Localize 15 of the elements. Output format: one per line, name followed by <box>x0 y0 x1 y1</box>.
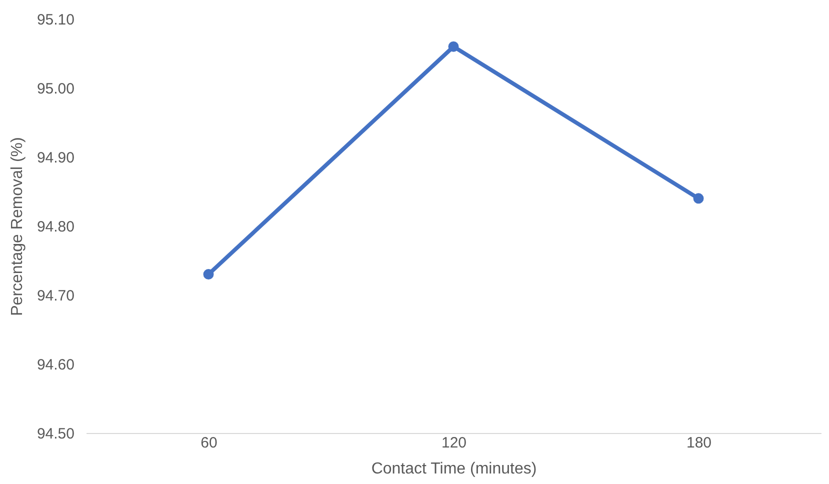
x-tick-label: 120 <box>441 434 467 452</box>
point <box>448 41 459 52</box>
y-tick-label: 94.80 <box>36 218 74 236</box>
point <box>693 193 704 204</box>
x-axis-title: Contact Time (minutes) <box>371 460 537 478</box>
y-tick-label: 94.70 <box>36 288 74 304</box>
y-tick-label: 94.50 <box>36 426 74 442</box>
y-tick-label: 95.00 <box>36 80 74 98</box>
x-tick-label: 60 <box>200 434 218 452</box>
x-tick-label: 180 <box>686 434 712 452</box>
y-axis-title: Percentage Removal (%) <box>8 137 26 316</box>
point <box>203 269 214 280</box>
y-tick-label: 94.60 <box>36 356 74 374</box>
y-tick-label: 95.10 <box>36 12 74 28</box>
y-tick-label: 94.90 <box>36 150 74 166</box>
